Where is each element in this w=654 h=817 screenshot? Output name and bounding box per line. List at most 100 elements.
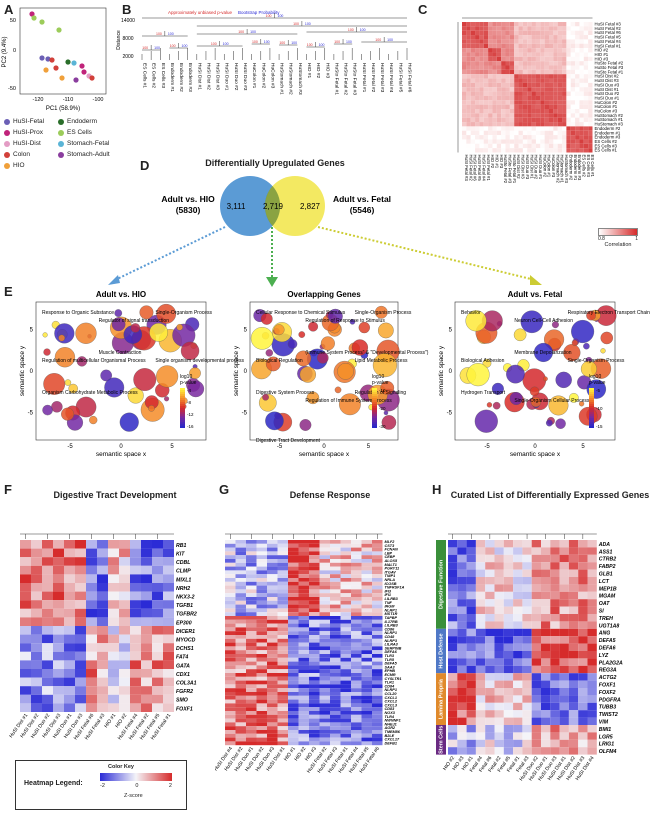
heatmap-cell [309,673,320,677]
heatmap-cell [361,612,372,616]
corr-cell [553,109,558,114]
corr-cell [540,48,545,53]
corr-cell [501,148,506,153]
corr-cell [575,100,580,105]
corr-col-label: HuColon #1 [547,155,552,178]
go-term-bubble [51,401,63,413]
corr-cell [475,26,480,31]
heatmap-cell [578,732,588,740]
heatmap-cell [53,565,64,575]
heatmap-cell [42,626,53,635]
corr-row-label: Endoderm #1 [595,130,621,135]
heatmap-cell [163,626,174,635]
heatmap-cell [256,707,267,711]
heatmap-cell [361,646,372,651]
corr-cell [540,78,545,83]
pvalue-legend-tick: -16 [187,424,194,429]
go-term-bubble [520,310,544,334]
heatmap-cell [351,631,362,635]
heatmap-cell [531,606,541,614]
heatmap-cell [163,617,174,626]
heatmap-cell [267,657,278,662]
pca-points [29,11,95,83]
corr-cell [540,52,545,57]
heatmap-cell [457,725,467,733]
heatmap-cell [541,577,551,585]
corr-cell [535,113,541,118]
heatmap-cell [86,583,97,592]
gene-label: LGR5 [599,734,613,740]
dendro-leaf-label: HuSI Fetal #4 [388,63,394,93]
heatmap-cell [568,591,579,600]
heatmap-cell [309,589,320,594]
corr-cell [475,122,480,127]
pca-legend-item: HuSI-Dist [4,140,41,147]
heatmap-cell [578,651,588,659]
heatmap-cell [485,547,495,555]
heatmap-cell [97,626,108,635]
corr-cell [470,65,476,70]
go-term-bubble [148,405,155,412]
heatmap-cell [568,643,579,651]
corr-cell [479,43,484,49]
corr-cell [544,22,549,27]
corr-cell [557,52,563,57]
heatmap-cell [152,617,163,626]
pvalue-legend-swatch [372,416,377,418]
corr-cell [462,109,467,114]
heatmap-cell [235,661,246,666]
pvalue-legend-swatch [589,420,594,422]
corr-cell [566,65,571,70]
corr-cell [496,65,502,70]
heatmap-cell [531,739,541,748]
heatmap-cell [522,717,532,725]
heatmap-cell [361,680,372,685]
corr-cell [557,26,563,31]
semantic-xtick: -5 [484,444,490,450]
pvalue-legend-swatch [180,422,185,424]
legend-swatch [58,118,64,125]
heatmap-cell [235,616,246,620]
corr-cell [583,74,589,79]
heatmap-cell [75,600,86,609]
heatmap-cell [309,635,320,639]
corr-cell [518,135,523,140]
heatmap-cell [108,669,119,678]
heatmap-cell [466,710,476,718]
corr-cell [462,26,467,31]
corr-cell [544,61,549,66]
heatmap-cell [298,730,309,734]
heatmap-cell [64,651,75,661]
heatmap-cell [256,654,267,658]
heatmap-cell [108,703,119,712]
corr-cell [531,139,536,144]
heatmap-cell [448,658,458,666]
heatmap-cell [513,554,523,563]
gene-label: VIM [599,720,609,726]
corr-cell [544,117,549,123]
corr-cell [553,130,558,136]
heatmap-cell [568,584,579,592]
legend-swatch [4,129,10,136]
heatmap-cell [119,557,130,566]
heatmap-cell [256,562,267,567]
legend-label: Colon [13,151,30,158]
heatmap-cell [256,665,267,670]
corr-cell [588,22,593,27]
heatmap-cell [235,741,246,746]
corr-cell [540,82,545,88]
heatmap-cell [372,665,383,670]
heatmap-cell [298,665,309,670]
go-term-annotation: Single-Organism Cellular Process [514,398,590,404]
corr-cell [588,82,593,88]
heatmap-cell [351,543,362,548]
heatmap-cell [330,600,341,605]
heatmap-cell [225,555,236,559]
corr-cell [579,22,584,27]
corr-cell [479,69,484,75]
heatmap-cell [225,631,236,635]
corr-cell [544,87,549,92]
heatmap-cell [246,574,257,578]
corr-cell [483,130,489,136]
heatmap-cell [531,680,541,688]
